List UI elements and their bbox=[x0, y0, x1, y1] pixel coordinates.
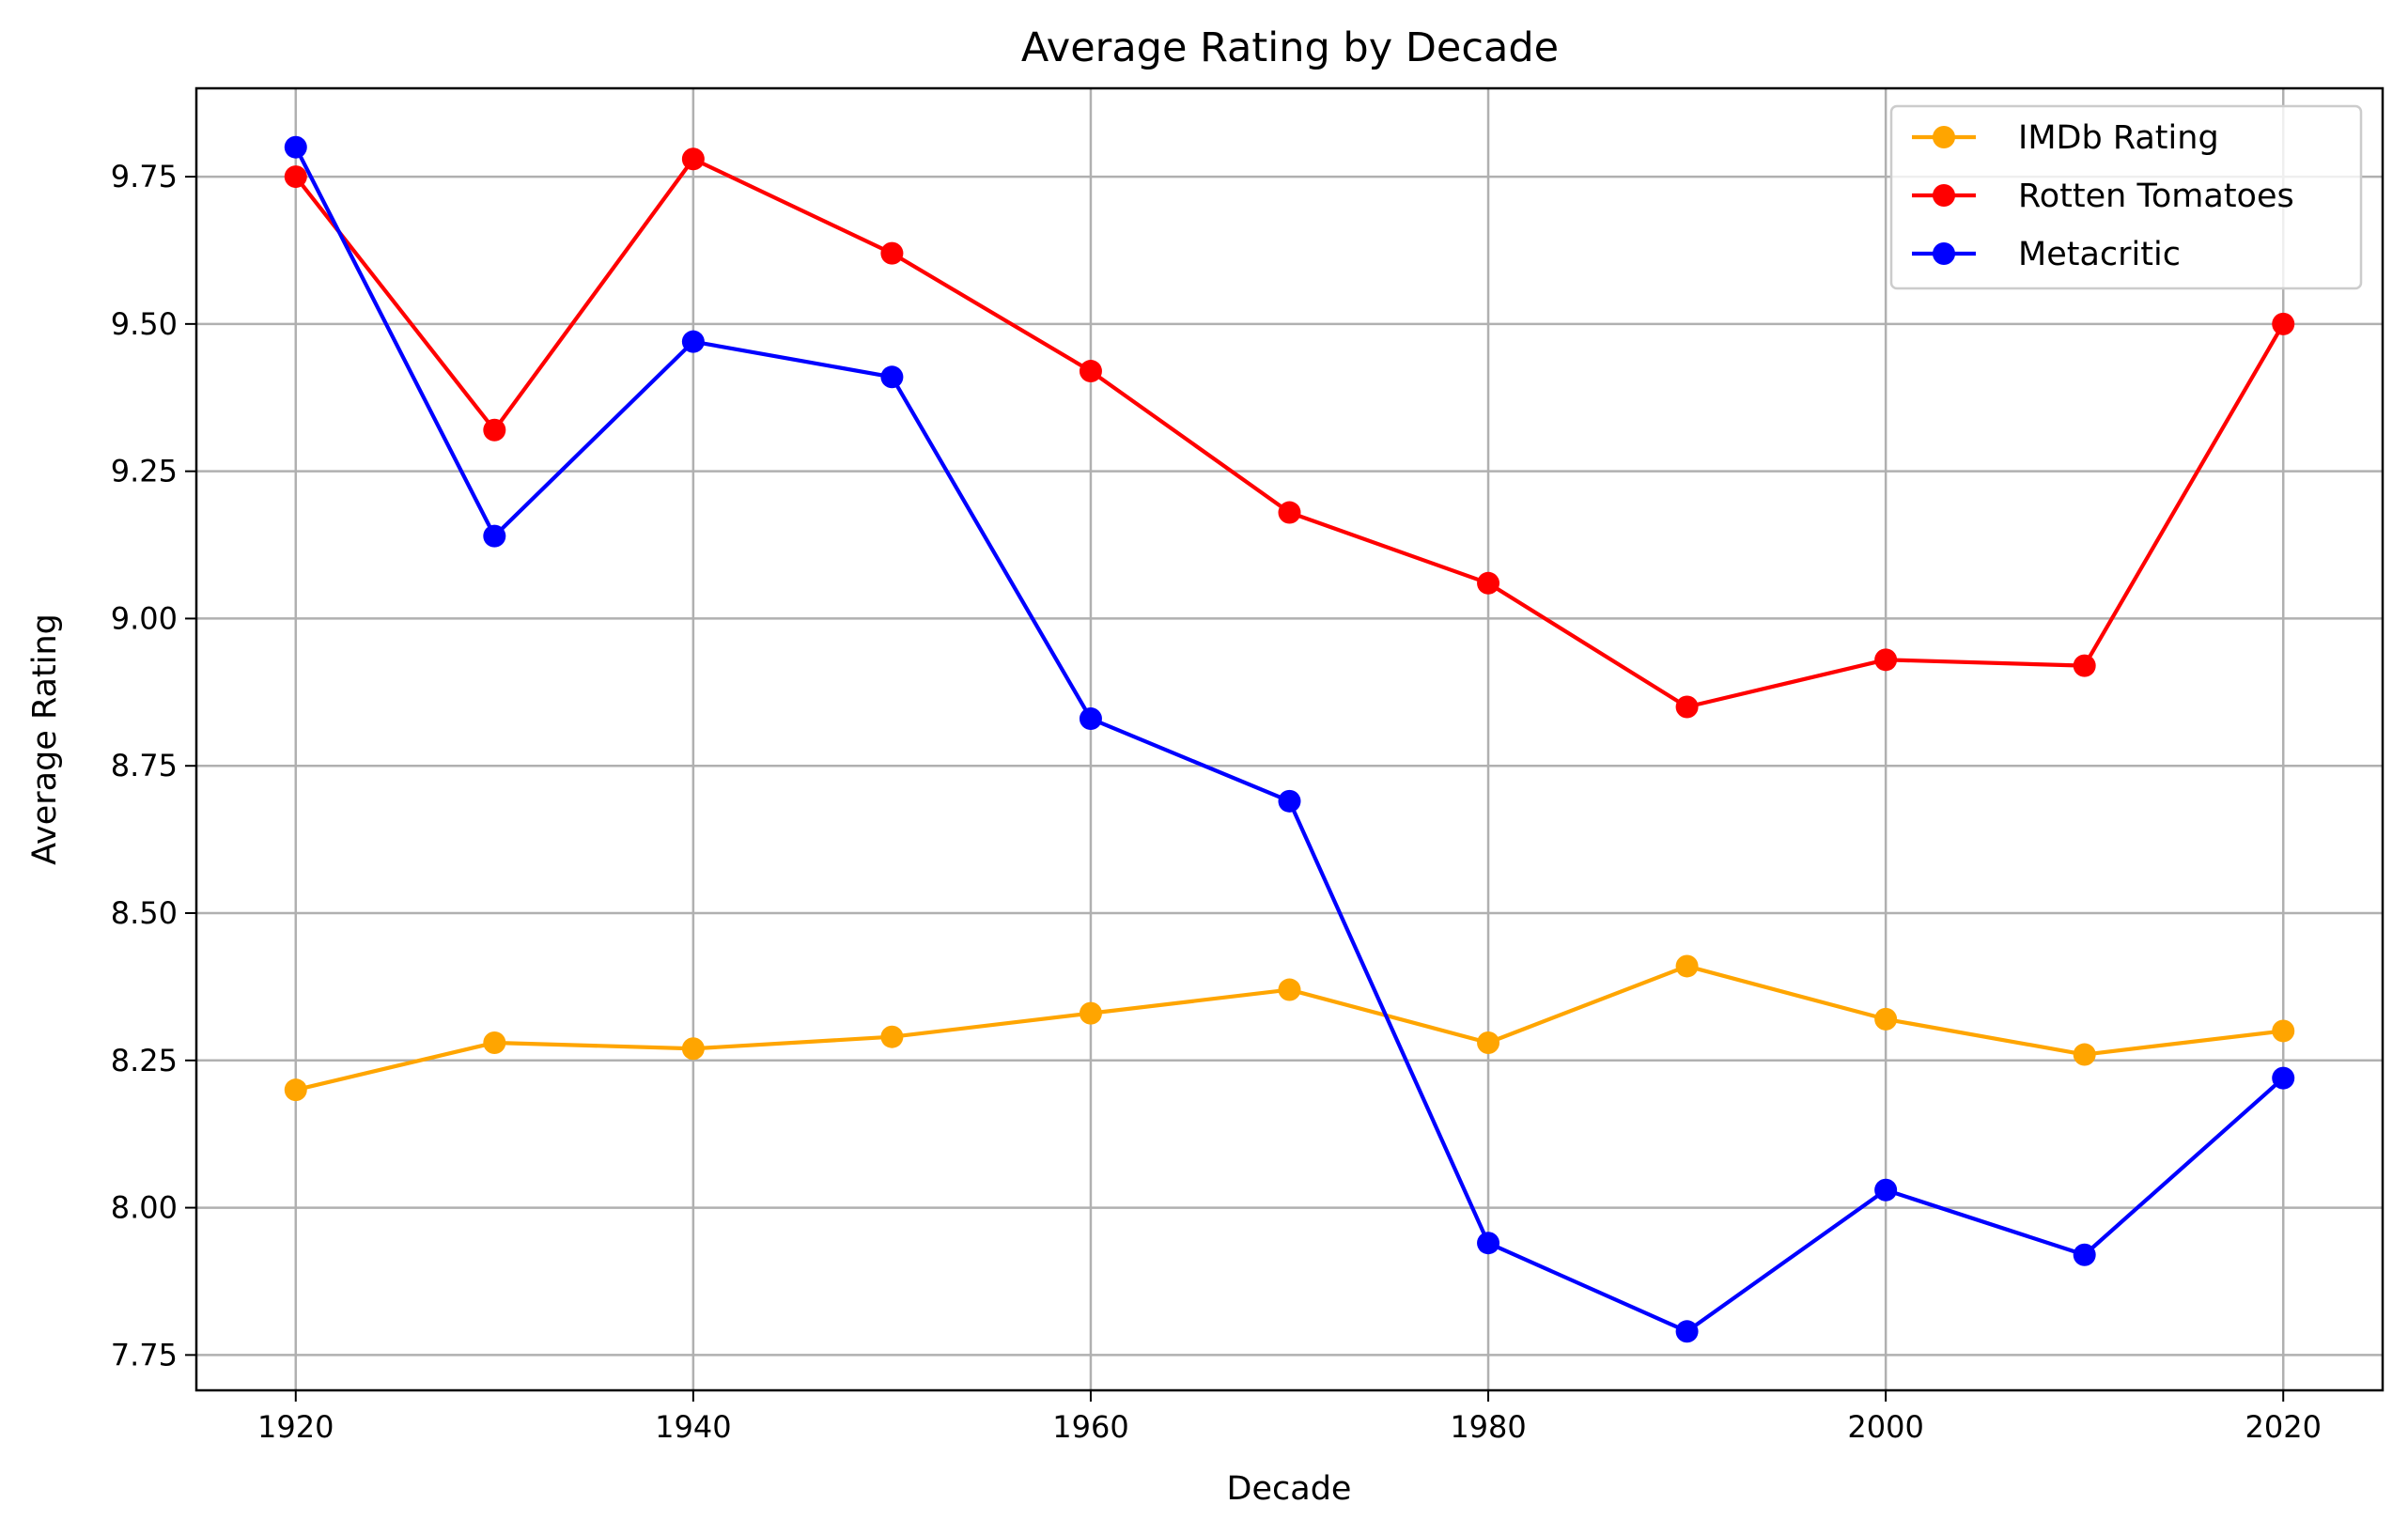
data-point-imdb-rating bbox=[1874, 1007, 1898, 1031]
data-point-rotten-tomatoes bbox=[2073, 654, 2096, 677]
y-axis-label: Average Rating bbox=[26, 613, 64, 865]
y-tick-label: 7.75 bbox=[111, 1337, 178, 1372]
data-point-rotten-tomatoes bbox=[483, 418, 506, 442]
data-point-imdb-rating bbox=[483, 1031, 506, 1054]
x-tick-label: 1960 bbox=[1052, 1409, 1128, 1445]
plot-area-frame bbox=[194, 86, 2385, 1392]
data-point-metacritic bbox=[2073, 1243, 2096, 1266]
data-point-metacritic bbox=[880, 365, 904, 389]
data-point-imdb-rating bbox=[284, 1078, 307, 1102]
legend-label-metacritic: Metacritic bbox=[2018, 236, 2181, 273]
series-metacritic bbox=[284, 135, 2295, 1343]
legend: IMDb Rating Rotten Tomatoes Metacritic bbox=[1889, 104, 2363, 290]
data-point-metacritic bbox=[1874, 1178, 1898, 1202]
x-tick-label: 1980 bbox=[1450, 1409, 1526, 1445]
data-point-imdb-rating bbox=[880, 1025, 904, 1048]
y-tick-label: 8.25 bbox=[111, 1043, 178, 1078]
data-point-metacritic bbox=[1079, 707, 1102, 731]
y-tick-label: 8.75 bbox=[111, 748, 178, 783]
legend-label-imdb-rating: IMDb Rating bbox=[2018, 119, 2219, 157]
data-point-metacritic bbox=[483, 524, 506, 548]
x-tick-label: 2020 bbox=[2245, 1409, 2322, 1445]
y-tick-label: 8.00 bbox=[111, 1190, 178, 1226]
series-imdb-rating bbox=[284, 954, 2295, 1102]
data-point-imdb-rating bbox=[1079, 1001, 1102, 1025]
data-point-imdb-rating bbox=[2272, 1019, 2295, 1043]
data-point-metacritic bbox=[1675, 1320, 1699, 1343]
y-tick-label: 9.25 bbox=[111, 454, 178, 489]
data-point-imdb-rating bbox=[681, 1037, 705, 1061]
data-point-metacritic bbox=[681, 330, 705, 353]
chart-title: Average Rating by Decade bbox=[1021, 24, 1559, 71]
data-point-rotten-tomatoes bbox=[1675, 695, 1699, 719]
data-point-metacritic bbox=[1477, 1232, 1500, 1255]
legend-marker-rotten-tomatoes bbox=[1933, 184, 1955, 207]
tick-layer: 1920 1940 1960 1980 2000 2020 7.75 8.00 8.25 8.50… bbox=[111, 159, 2322, 1445]
data-point-rotten-tomatoes bbox=[2272, 312, 2295, 335]
y-tick-label: 9.75 bbox=[111, 159, 178, 194]
y-tick-label: 9.50 bbox=[111, 306, 178, 342]
data-point-metacritic bbox=[284, 135, 307, 159]
legend-marker-metacritic bbox=[1933, 242, 1955, 265]
data-point-rotten-tomatoes bbox=[1278, 501, 1301, 524]
data-point-imdb-rating bbox=[1477, 1031, 1500, 1054]
data-point-rotten-tomatoes bbox=[880, 241, 904, 265]
data-point-rotten-tomatoes bbox=[1079, 360, 1102, 383]
data-point-imdb-rating bbox=[1278, 978, 1301, 1001]
legend-label-rotten-tomatoes: Rotten Tomatoes bbox=[2018, 178, 2294, 215]
data-point-imdb-rating bbox=[2073, 1043, 2096, 1066]
data-point-rotten-tomatoes bbox=[1874, 648, 1898, 672]
legend-box bbox=[1889, 104, 2363, 290]
data-point-metacritic bbox=[2272, 1066, 2295, 1090]
series-layer bbox=[284, 135, 2295, 1343]
data-point-rotten-tomatoes bbox=[284, 165, 307, 189]
x-axis-label: Decade bbox=[1227, 1470, 1352, 1508]
series-rotten-tomatoes bbox=[284, 147, 2295, 719]
y-tick-label: 9.00 bbox=[111, 600, 178, 636]
data-point-metacritic bbox=[1278, 789, 1301, 813]
grid-layer bbox=[196, 88, 2383, 1390]
x-tick-label: 2000 bbox=[1847, 1409, 1923, 1445]
data-point-rotten-tomatoes bbox=[1477, 571, 1500, 595]
x-tick-label: 1920 bbox=[257, 1409, 334, 1445]
x-tick-label: 1940 bbox=[655, 1409, 731, 1445]
data-point-rotten-tomatoes bbox=[681, 147, 705, 171]
data-point-imdb-rating bbox=[1675, 954, 1699, 978]
y-tick-label: 8.50 bbox=[111, 895, 178, 931]
legend-marker-imdb-rating bbox=[1933, 126, 1955, 148]
